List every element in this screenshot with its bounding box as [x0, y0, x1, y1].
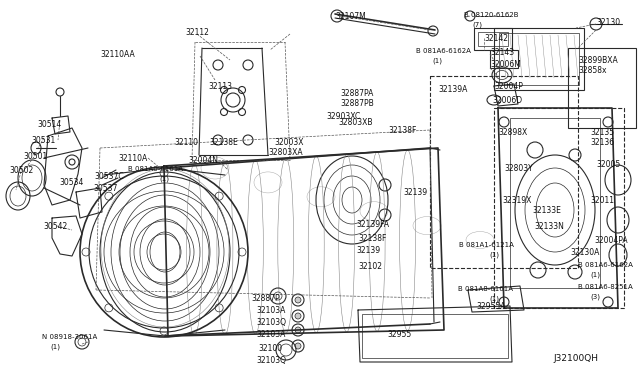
Text: 32113: 32113: [208, 82, 232, 91]
Text: (7): (7): [472, 21, 482, 28]
Text: 30501: 30501: [24, 152, 48, 161]
Text: 32143: 32143: [490, 48, 514, 57]
Text: B 08120-6162B: B 08120-6162B: [464, 12, 518, 18]
Text: 32011: 32011: [590, 196, 614, 205]
Text: 32803Y: 32803Y: [504, 164, 532, 173]
Text: 32005: 32005: [596, 160, 620, 169]
Text: 32138F: 32138F: [388, 126, 417, 135]
Text: 32003X: 32003X: [274, 138, 303, 147]
Text: 30542: 30542: [44, 222, 68, 231]
Text: 32135: 32135: [590, 128, 614, 137]
Text: 32898X: 32898X: [498, 128, 527, 137]
Text: 32004PA: 32004PA: [594, 236, 628, 245]
Text: 32858x: 32858x: [578, 66, 607, 75]
Text: 32100: 32100: [258, 344, 282, 353]
Text: 32004P: 32004P: [494, 82, 523, 91]
Text: (1): (1): [50, 344, 60, 350]
Text: 32803XA: 32803XA: [268, 148, 303, 157]
Text: 32138E: 32138E: [209, 138, 238, 147]
Ellipse shape: [295, 313, 301, 319]
Text: 32138F: 32138F: [358, 234, 387, 243]
Bar: [510, 118, 600, 288]
Text: 30502: 30502: [10, 166, 34, 175]
Text: 32887PA: 32887PA: [340, 89, 373, 98]
Text: J32100QH: J32100QH: [553, 354, 598, 363]
Ellipse shape: [295, 343, 301, 349]
Bar: [499, 33, 579, 85]
Text: (1): (1): [590, 272, 600, 279]
Text: 32803XB: 32803XB: [338, 118, 372, 127]
Text: 32103A: 32103A: [257, 306, 286, 315]
Ellipse shape: [295, 297, 301, 303]
Text: 30537C: 30537C: [94, 172, 124, 181]
Text: (3): (3): [590, 294, 600, 301]
Text: B 081A6-6162A: B 081A6-6162A: [578, 262, 633, 268]
Text: 32107M: 32107M: [335, 12, 365, 21]
Text: N 08918-3061A: N 08918-3061A: [42, 334, 97, 340]
Text: 32130A: 32130A: [570, 248, 600, 257]
Bar: [474, 28, 512, 50]
Text: 32887P: 32887P: [252, 294, 280, 303]
Text: 32103A: 32103A: [257, 330, 286, 339]
Bar: [478, 32, 508, 46]
Text: 32112: 32112: [185, 28, 209, 37]
Text: 32133N: 32133N: [534, 222, 564, 231]
Bar: [490, 50, 518, 68]
Text: 32899BXA: 32899BXA: [578, 56, 618, 65]
Text: 32133E: 32133E: [532, 206, 561, 215]
Text: 32103Q: 32103Q: [256, 318, 286, 327]
Text: 32110: 32110: [174, 138, 198, 147]
Text: 32903XC: 32903XC: [326, 112, 360, 121]
Text: 30514: 30514: [38, 120, 62, 129]
Text: B 081A0-6161A: B 081A0-6161A: [129, 166, 184, 172]
Text: 32955: 32955: [388, 330, 412, 339]
Text: 30537: 30537: [93, 184, 118, 193]
Text: 30534: 30534: [60, 178, 84, 187]
Text: (1): (1): [159, 176, 169, 183]
Text: 32110A: 32110A: [119, 154, 148, 163]
Bar: [362, 314, 508, 358]
Text: 32006D: 32006D: [492, 96, 522, 105]
Bar: [568, 48, 636, 128]
Text: (1): (1): [489, 252, 499, 259]
Text: 32136: 32136: [590, 138, 614, 147]
Text: B 081A6-8251A: B 081A6-8251A: [578, 284, 633, 290]
Text: 32004N: 32004N: [188, 156, 218, 165]
Text: 32887PB: 32887PB: [340, 99, 374, 108]
Bar: [430, 76, 578, 268]
Text: 32102: 32102: [358, 262, 382, 271]
Text: (1): (1): [489, 296, 499, 302]
Text: 32319X: 32319X: [502, 196, 531, 205]
Text: 32955A: 32955A: [476, 302, 506, 311]
Ellipse shape: [295, 327, 301, 333]
Text: 32006M: 32006M: [490, 60, 521, 69]
Text: 32103Q: 32103Q: [256, 356, 286, 365]
Text: 32139A: 32139A: [438, 85, 467, 94]
Text: 32139: 32139: [356, 246, 380, 255]
Text: 30531: 30531: [32, 136, 56, 145]
Text: 32139: 32139: [404, 188, 428, 197]
Text: (1): (1): [432, 57, 442, 64]
Text: B 081A8-6161A: B 081A8-6161A: [458, 286, 513, 292]
Text: 32142: 32142: [484, 34, 508, 43]
Bar: [494, 108, 624, 308]
Text: 32139FA: 32139FA: [356, 220, 389, 229]
Text: B 081A1-6121A: B 081A1-6121A: [459, 242, 513, 248]
Text: 32130: 32130: [596, 18, 620, 27]
Text: 32110AA: 32110AA: [100, 50, 136, 59]
Bar: [494, 28, 584, 90]
Text: B 081A6-6162A: B 081A6-6162A: [416, 48, 471, 54]
